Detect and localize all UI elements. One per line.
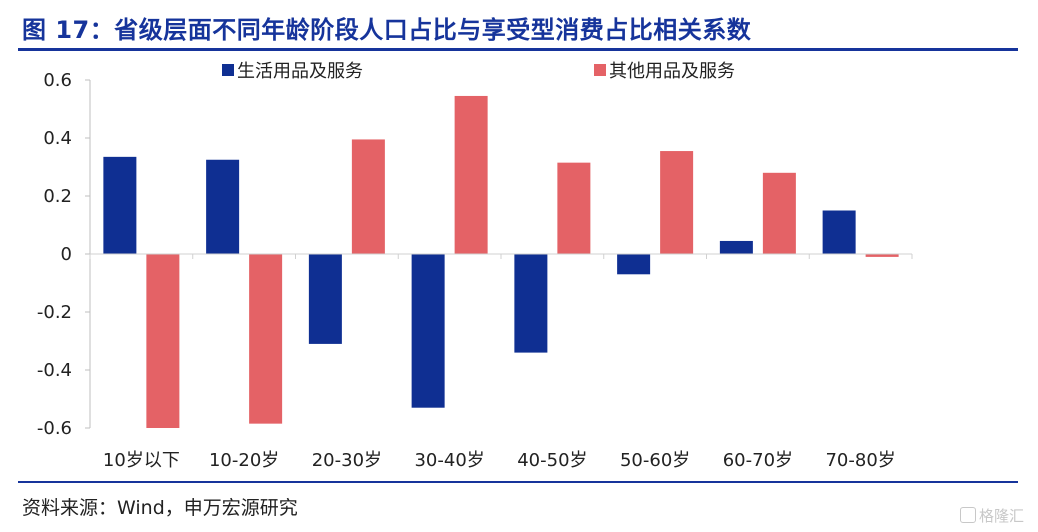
legend-swatch xyxy=(594,64,606,76)
bar-series-1 xyxy=(822,210,856,254)
y-tick-label: -0.4 xyxy=(37,360,72,381)
x-tick-label: 60-70岁 xyxy=(723,450,793,471)
x-tick-label: 20-30岁 xyxy=(312,450,382,471)
bars xyxy=(103,95,899,428)
bar-series-2 xyxy=(249,254,283,424)
bar-series-2 xyxy=(146,254,180,428)
x-tick-label: 30-40岁 xyxy=(414,450,484,471)
x-tick-label: 50-60岁 xyxy=(620,450,690,471)
bar-series-2 xyxy=(454,95,488,254)
bar-series-2 xyxy=(762,172,796,254)
footer-rule xyxy=(18,481,1018,483)
bar-series-1 xyxy=(103,156,137,254)
y-axis: 0.6 0.4 0.2 0 -0.2 -0.4 -0.6 xyxy=(37,70,91,439)
y-tick-label: 0.2 xyxy=(43,186,72,207)
y-tick-label: -0.6 xyxy=(37,418,72,439)
x-tick-label: 70-80岁 xyxy=(825,450,895,471)
bar-series-2 xyxy=(351,139,385,254)
legend-swatch xyxy=(222,64,234,76)
y-tick-label: 0.6 xyxy=(43,70,72,91)
chart-title: 图 17：省级层面不同年龄阶段人口占比与享受型消费占比相关系数 xyxy=(22,16,752,44)
x-tick-label: 40-50岁 xyxy=(517,450,587,471)
bar-series-2 xyxy=(557,162,591,254)
x-tick-label: 10岁以下 xyxy=(103,450,180,471)
y-tick-label: -0.2 xyxy=(37,302,72,323)
legend-label: 生活用品及服务 xyxy=(237,61,363,82)
legend-label: 其他用品及服务 xyxy=(609,61,735,82)
bar-series-1 xyxy=(719,240,753,254)
bar-series-2 xyxy=(865,254,899,257)
bar-series-1 xyxy=(514,254,548,353)
watermark-text: 格隆汇 xyxy=(979,507,1025,525)
bar-series-1 xyxy=(206,159,240,254)
x-tick-label: 10-20岁 xyxy=(209,450,279,471)
y-tick-label: 0 xyxy=(61,244,72,265)
watermark-logo-icon xyxy=(960,507,976,523)
bar-series-2 xyxy=(660,151,694,254)
x-axis: 10岁以下 10-20岁 20-30岁 30-40岁 40-50岁 50-60岁 60-70… xyxy=(89,253,913,471)
bar-series-1 xyxy=(617,254,651,275)
source-note: 资料来源：Wind，申万宏源研究 xyxy=(22,497,298,519)
title-underline xyxy=(18,48,1018,51)
legend: 生活用品及服务 其他用品及服务 xyxy=(222,61,735,82)
bar-series-1 xyxy=(411,254,445,408)
watermark: 格隆汇 xyxy=(960,505,1024,526)
bar-series-1 xyxy=(308,254,342,344)
y-tick-label: 0.4 xyxy=(43,128,72,149)
bar-chart: 生活用品及服务 其他用品及服务 0.6 0.4 0.2 0 -0.2 -0.4 -0.6 10… xyxy=(37,61,913,471)
